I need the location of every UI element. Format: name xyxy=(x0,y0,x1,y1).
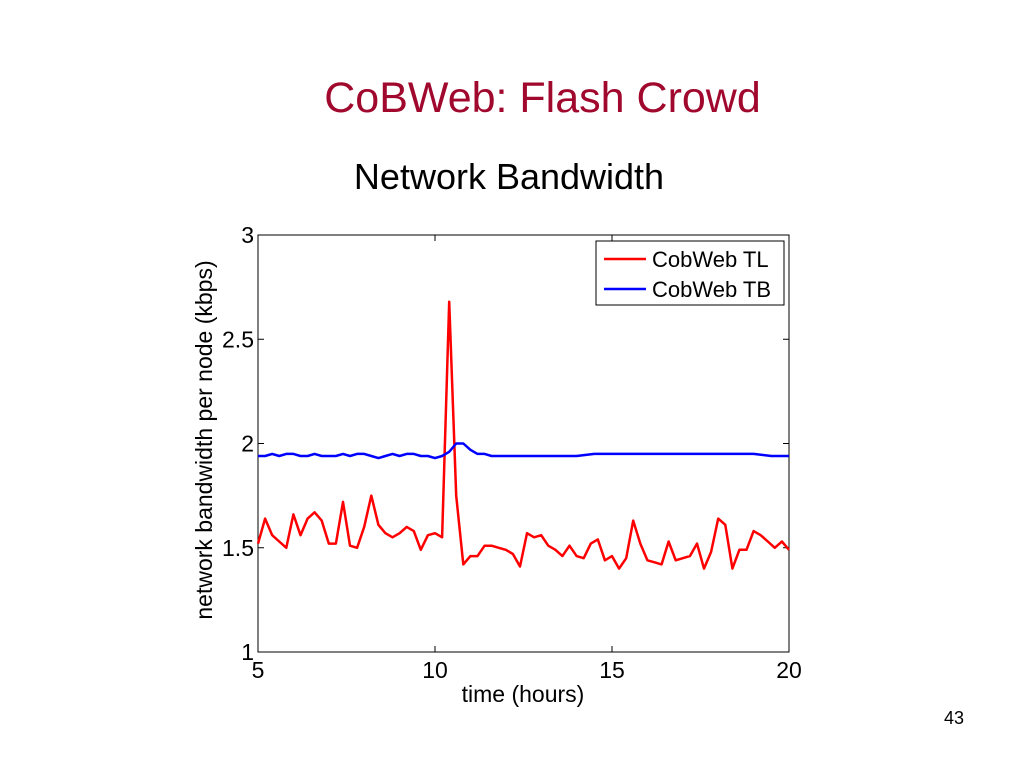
x-axis-label: time (hours) xyxy=(462,681,585,707)
y-axis-label: network bandwidth per node (kbps) xyxy=(191,260,217,619)
series-line-cobweb-tb xyxy=(258,442,789,460)
y-tick-label: 3 xyxy=(241,222,254,248)
x-tick-label: 10 xyxy=(422,657,448,683)
legend-box xyxy=(595,240,785,306)
x-tick-label: 20 xyxy=(776,657,802,683)
x-tick-label: 15 xyxy=(599,657,625,683)
legend-label-cobweb-tl: CobWeb TL xyxy=(652,247,769,272)
slide-title: CoBWeb: Flash Crowd xyxy=(324,74,761,122)
y-tick-label: 2.5 xyxy=(222,326,254,352)
y-tick-label: 1 xyxy=(241,639,254,665)
x-tick-label: 5 xyxy=(252,657,265,683)
y-tick-label: 2 xyxy=(241,431,254,457)
series-line-cobweb-tl xyxy=(256,300,790,570)
legend: CobWeb TL CobWeb TB xyxy=(595,240,785,306)
y-tick-label: 1.5 xyxy=(222,535,254,561)
chart-title: Network Bandwidth xyxy=(353,156,665,197)
page-number: 43 xyxy=(943,708,964,728)
legend-label-cobweb-tb: CobWeb TB xyxy=(652,277,771,302)
